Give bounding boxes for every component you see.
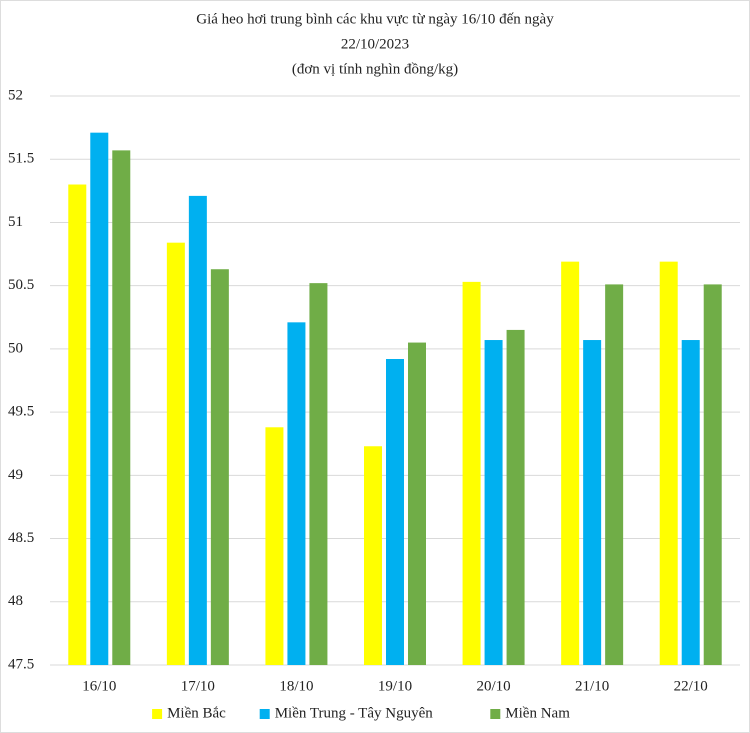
x-tick-label: 20/10: [476, 678, 510, 694]
chart-title: 22/10/2023: [341, 36, 409, 52]
bar: [484, 340, 503, 665]
bar: [659, 261, 678, 665]
legend-swatch: [490, 709, 501, 719]
bar: [462, 281, 481, 665]
y-tick-label: 50: [8, 340, 23, 356]
bar: [210, 269, 229, 665]
bar: [408, 342, 426, 665]
legend-label: Miền Bắc: [167, 705, 226, 721]
y-tick-label: 48.5: [8, 530, 34, 546]
bar: [703, 284, 722, 665]
bar: [90, 132, 109, 665]
bar: [166, 242, 185, 666]
bar: [386, 359, 404, 665]
y-tick-label: 50.5: [8, 277, 34, 293]
bar: [112, 150, 131, 666]
x-tick-label: 18/10: [279, 678, 313, 694]
legend-label: Miền Nam: [505, 705, 570, 721]
bar: [68, 184, 87, 665]
x-tick-label: 22/10: [674, 678, 708, 694]
bar: [583, 340, 602, 665]
bar: [309, 283, 328, 665]
bar: [561, 261, 580, 665]
y-tick-label: 51.5: [8, 151, 34, 167]
chart-title: (đơn vị tính nghìn đồng/kg): [292, 61, 458, 77]
bar: [681, 340, 700, 665]
legend-swatch: [152, 709, 163, 719]
x-tick-label: 19/10: [378, 678, 412, 694]
bar: [265, 427, 284, 665]
bar: [605, 284, 624, 665]
y-tick-label: 52: [8, 87, 23, 103]
legend-swatch: [259, 709, 270, 719]
y-tick-label: 48: [8, 593, 23, 609]
bar: [287, 322, 306, 665]
x-tick-label: 16/10: [82, 678, 116, 694]
bar: [188, 195, 207, 665]
y-tick-label: 49.5: [8, 404, 34, 420]
legend-label: Miền Trung - Tây Nguyên: [275, 705, 434, 721]
bar: [506, 329, 525, 665]
y-tick-label: 49: [8, 467, 23, 483]
x-tick-label: 17/10: [181, 678, 215, 694]
y-tick-label: 51: [8, 214, 23, 230]
x-tick-label: 21/10: [575, 678, 609, 694]
chart-title: Giá heo hơi trung bình các khu vực từ ng…: [196, 11, 554, 27]
bar: [364, 446, 382, 665]
y-tick-label: 47.5: [8, 656, 34, 672]
